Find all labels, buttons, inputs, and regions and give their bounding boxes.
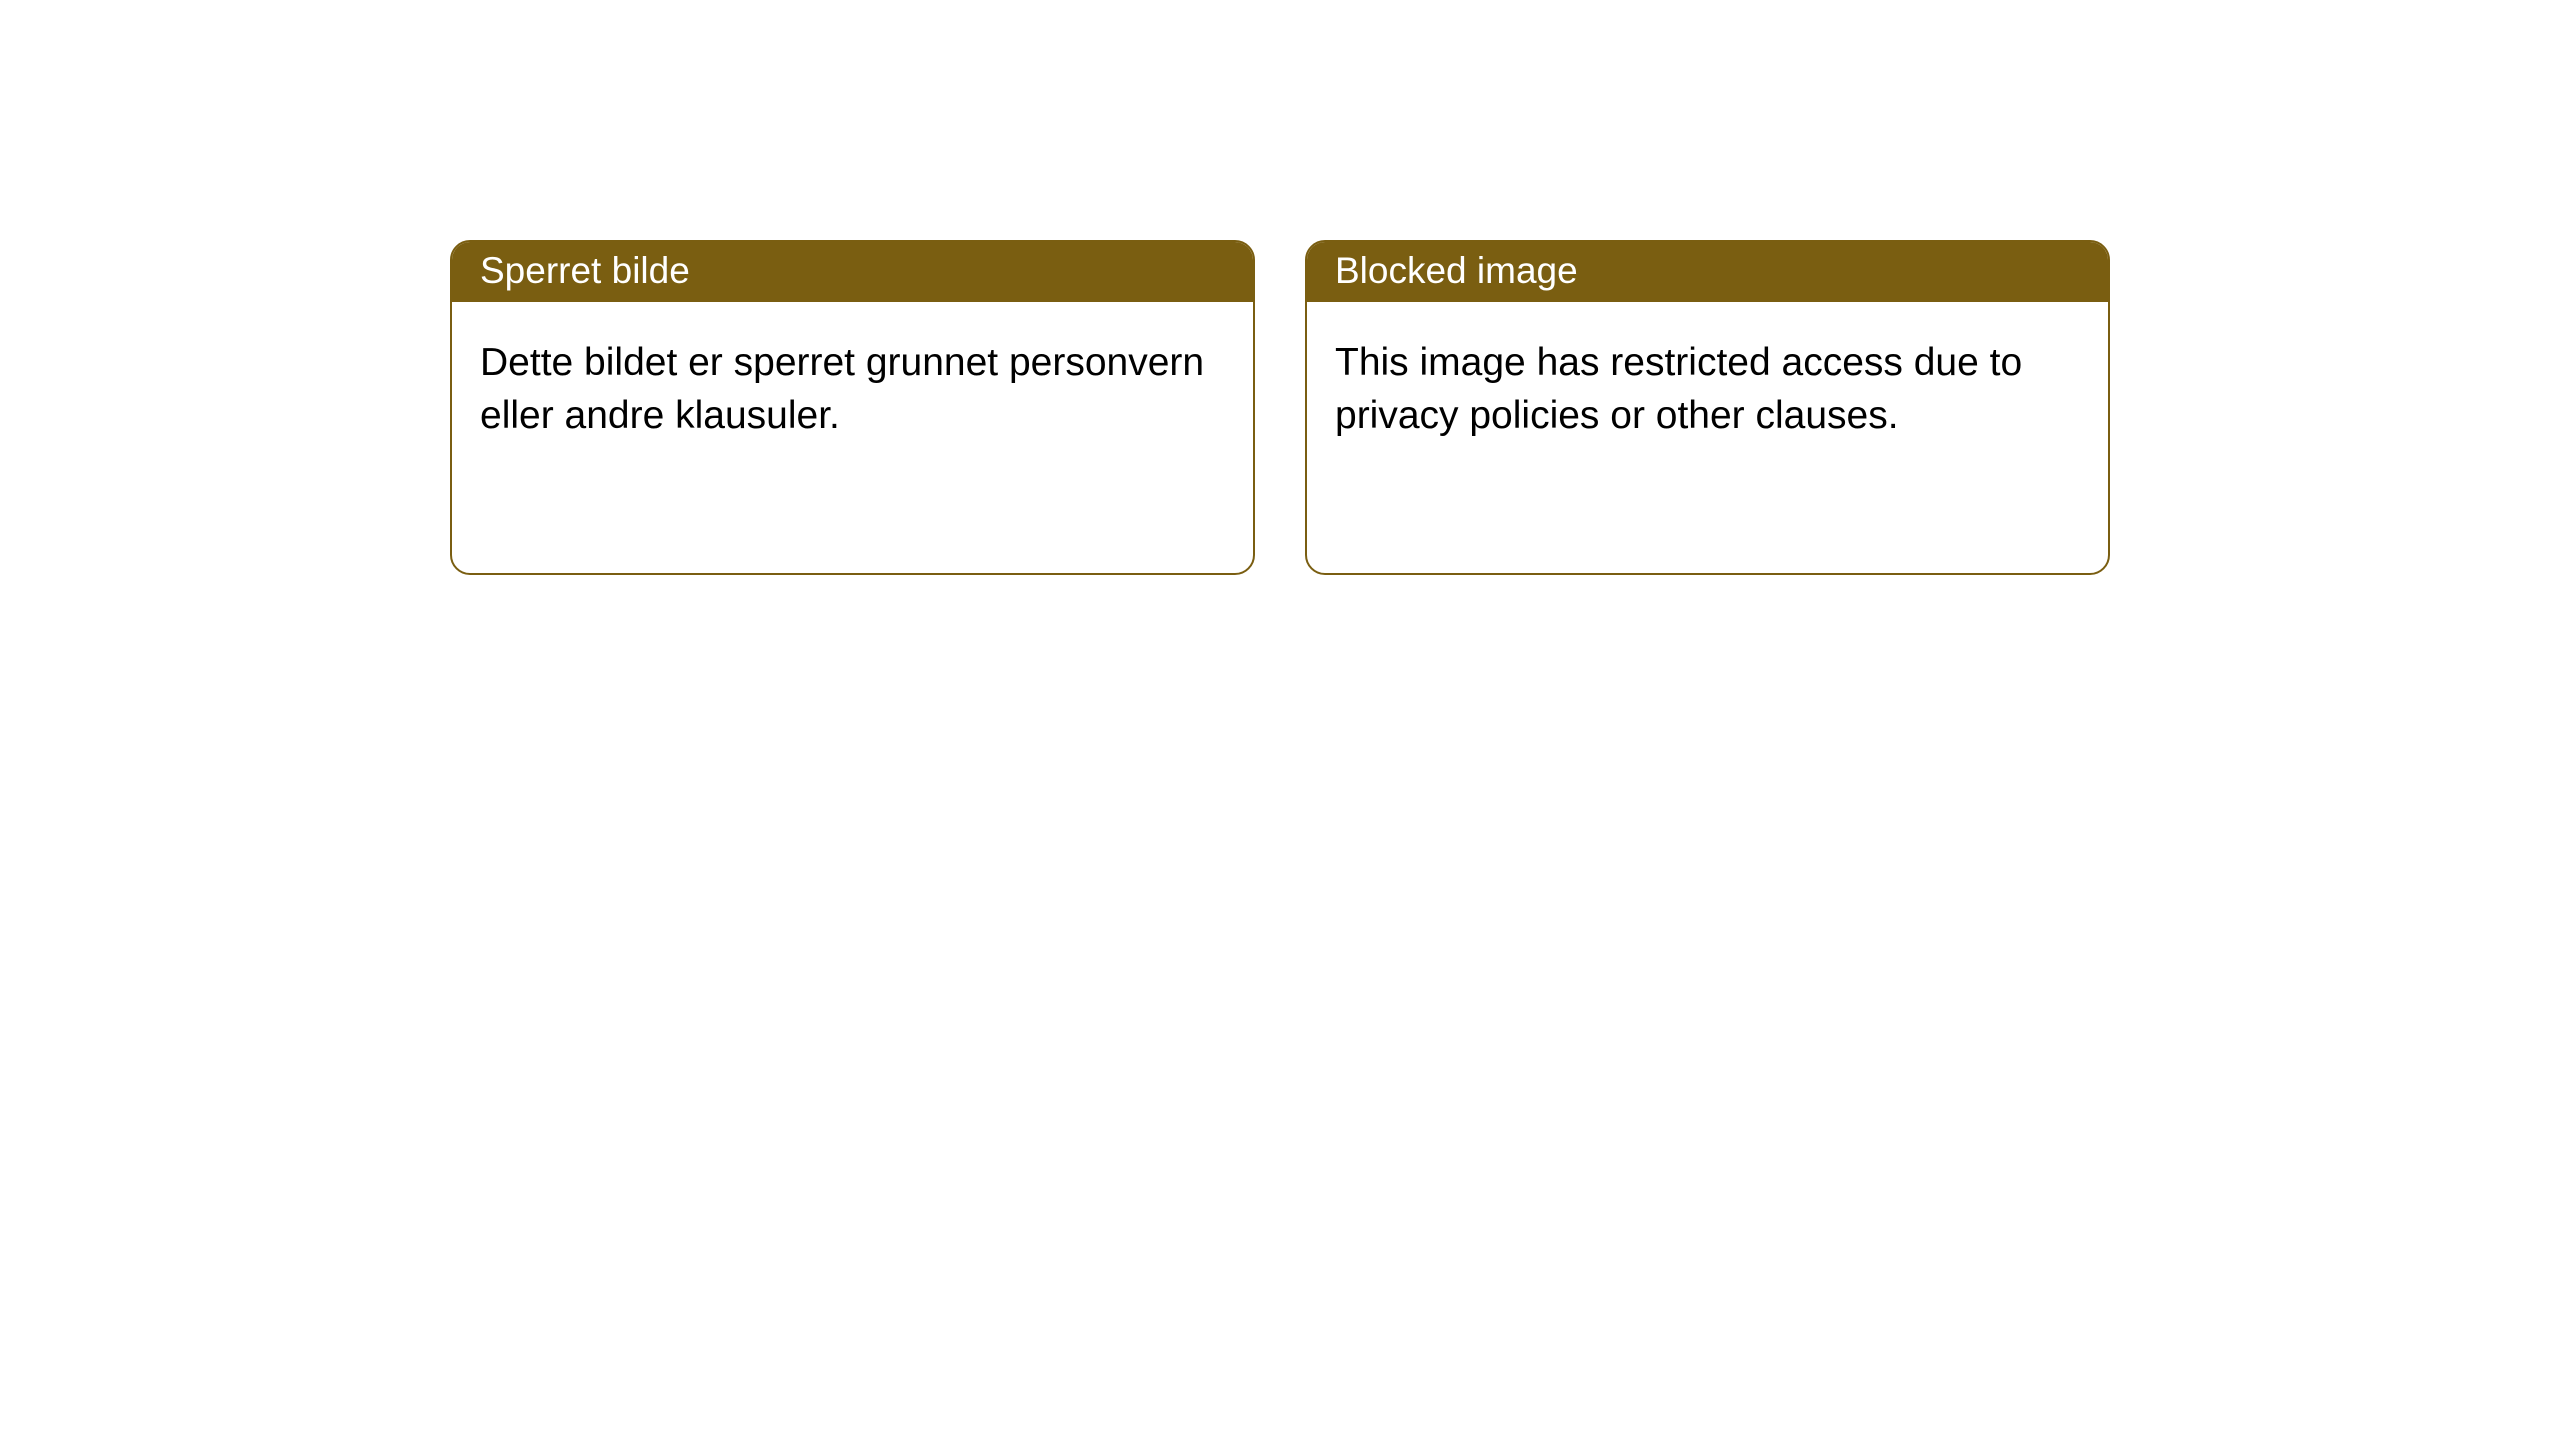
- notices-container: Sperret bilde Dette bildet er sperret gr…: [0, 0, 2560, 575]
- notice-body: This image has restricted access due to …: [1307, 302, 2108, 470]
- notice-header: Sperret bilde: [452, 242, 1253, 302]
- notice-title: Blocked image: [1335, 250, 1578, 291]
- notice-card-english: Blocked image This image has restricted …: [1305, 240, 2110, 575]
- notice-header: Blocked image: [1307, 242, 2108, 302]
- notice-body-text: Dette bildet er sperret grunnet personve…: [480, 341, 1204, 437]
- notice-card-norwegian: Sperret bilde Dette bildet er sperret gr…: [450, 240, 1255, 575]
- notice-body: Dette bildet er sperret grunnet personve…: [452, 302, 1253, 470]
- notice-title: Sperret bilde: [480, 250, 690, 291]
- notice-body-text: This image has restricted access due to …: [1335, 341, 2022, 437]
